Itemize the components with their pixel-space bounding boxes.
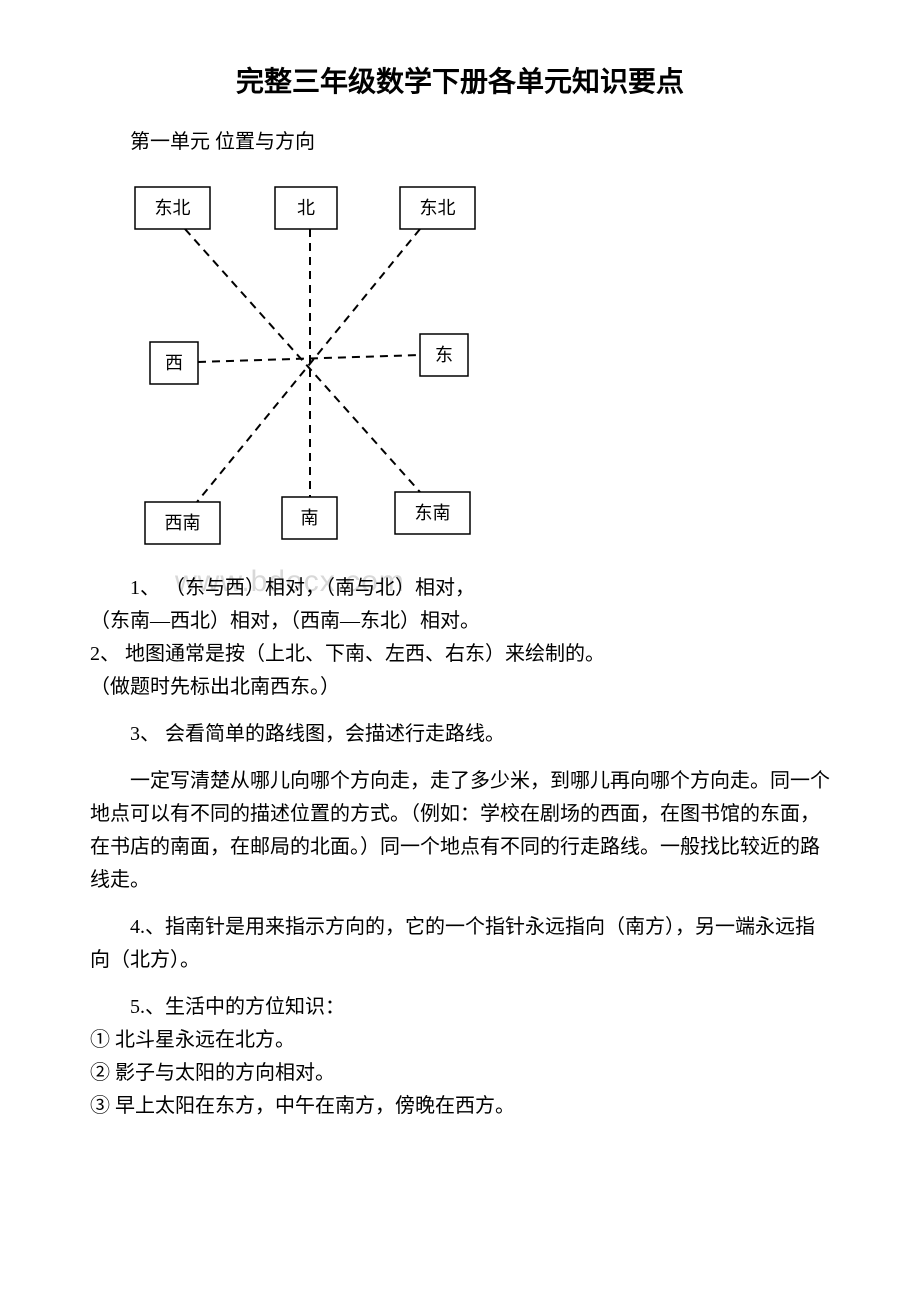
document-content: 完整三年级数学下册各单元知识要点 第一单元 位置与方向 东北 北 东北西 东西南 南 东南… xyxy=(90,60,830,1123)
paragraph-4: 4.、指南针是用来指示方向的，它的一个指针永远指向（南方），另一端永远指向（北方… xyxy=(90,911,830,977)
paragraph-1b: （东南—西北）相对，（西南—东北）相对。 xyxy=(90,605,830,638)
paragraph-5b: ② 影子与太阳的方向相对。 xyxy=(90,1057,830,1090)
paragraph-2b: （做题时先标出北南西东。） xyxy=(90,671,830,704)
paragraph-1a: 1、 （东与西）相对，（南与北）相对， xyxy=(90,572,830,605)
paragraph-2a: 2、 地图通常是按（上北、下南、左西、右东）来绘制的。 xyxy=(90,638,830,671)
paragraph-5a: ① 北斗星永远在北方。 xyxy=(90,1024,830,1057)
svg-text:西: 西 xyxy=(165,353,183,373)
svg-text:东北: 东北 xyxy=(420,198,456,218)
paragraph-5: 5.、生活中的方位知识： xyxy=(90,991,830,1024)
document-title: 完整三年级数学下册各单元知识要点 xyxy=(90,60,830,100)
svg-text:东南: 东南 xyxy=(415,503,451,523)
svg-text:东北: 东北 xyxy=(155,198,191,218)
svg-text:南: 南 xyxy=(301,508,319,528)
unit-subtitle: 第一单元 位置与方向 xyxy=(90,125,830,154)
svg-text:北: 北 xyxy=(297,198,315,218)
svg-text:东: 东 xyxy=(435,345,453,365)
compass-svg: 东北 北 东北西 东西南 南 东南 xyxy=(90,172,490,552)
compass-diagram: 东北 北 东北西 东西南 南 东南 xyxy=(90,172,490,552)
paragraph-3: 3、 会看简单的路线图，会描述行走路线。 xyxy=(90,718,830,751)
paragraph-3-body: 一定写清楚从哪儿向哪个方向走，走了多少米，到哪儿再向哪个方向走。同一个地点可以有… xyxy=(90,765,830,897)
paragraph-5c: ③ 早上太阳在东方，中午在南方，傍晚在西方。 xyxy=(90,1090,830,1123)
svg-text:西南: 西南 xyxy=(165,513,201,533)
